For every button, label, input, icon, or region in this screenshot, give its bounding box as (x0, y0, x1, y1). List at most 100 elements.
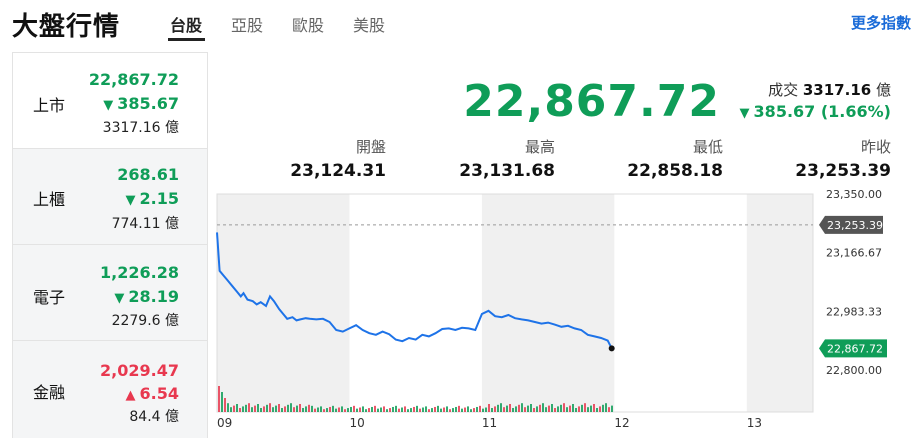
volume-bar (413, 406, 415, 412)
volume-bar (437, 405, 439, 412)
volume-bar (590, 405, 592, 412)
volume-bar (530, 404, 532, 412)
volume-bar (539, 404, 541, 412)
tab-us-stocks[interactable]: 美股 (353, 16, 386, 35)
volume-bar (485, 407, 487, 412)
volume-bar (599, 406, 601, 412)
volume-bar (608, 407, 610, 412)
volume-bar (389, 408, 391, 412)
volume-bar (353, 405, 355, 412)
x-tick-label: 09 (217, 416, 232, 430)
volume-bar (467, 406, 469, 412)
volume-bar (479, 405, 481, 412)
volume-bar (512, 408, 514, 412)
volume-bar (581, 404, 583, 412)
volume-bar (509, 404, 511, 412)
volume-bar (287, 404, 289, 412)
volume-bar (563, 403, 565, 412)
volume-bar (515, 406, 517, 412)
volume-bar (461, 408, 463, 412)
stat-high: 最高 23,131.68 (459, 136, 555, 181)
volume-bar (428, 409, 430, 412)
volume-bar (281, 408, 283, 412)
volume-bar (293, 407, 295, 412)
volume-bar (596, 408, 598, 412)
index-sidebar: 上市 22,867.72 ▼ 385.67 3317.16 億 上櫃 268.61… (12, 52, 208, 438)
volume-bar (305, 406, 307, 412)
x-tick-label: 11 (482, 416, 497, 430)
volume-bar (419, 408, 421, 412)
volume-bar (290, 403, 292, 412)
volume-bar (557, 406, 559, 412)
tab-asia-stocks[interactable]: 亞股 (231, 16, 264, 35)
volume-bar (470, 409, 472, 412)
volume-bar (551, 404, 553, 412)
stat-value: 23,253.39 (795, 161, 891, 181)
sidebar-item-price: 268.61 (117, 165, 179, 184)
tab-taiwan-stocks[interactable]: 台股 (170, 16, 203, 35)
sidebar-item-name: 上櫃 (33, 190, 66, 209)
tab-europe-stocks[interactable]: 歐股 (292, 16, 325, 35)
volume-bar (320, 406, 322, 412)
sidebar-item-otc[interactable]: 上櫃 268.61 ▼ 2.15 774.11 億 (13, 149, 207, 245)
volume-bar (482, 408, 484, 412)
volume-bar (602, 404, 604, 412)
volume-bar (242, 406, 244, 412)
stat-prev-close: 昨收 23,253.39 (795, 136, 891, 181)
volume-bar (497, 404, 499, 412)
chart-shaded-hour (217, 194, 350, 412)
volume-bar (332, 405, 334, 412)
volume-bar (449, 409, 451, 412)
volume-bar (374, 405, 376, 412)
volume-bar (392, 406, 394, 412)
volume-bar (236, 404, 238, 412)
x-tick-label: 10 (349, 416, 364, 430)
volume-bar (272, 407, 274, 412)
volume-bar (218, 386, 220, 412)
volume-bar (275, 405, 277, 412)
volume-bar (422, 407, 424, 412)
volume-bar (278, 404, 280, 412)
volume-bar (359, 407, 361, 412)
volume-bar (524, 407, 526, 412)
volume-bar (410, 408, 412, 412)
volume-bar (527, 405, 529, 412)
sidebar-item-listed[interactable]: 上市 22,867.72 ▼ 385.67 3317.16 億 (13, 53, 207, 149)
sidebar-item-name: 電子 (33, 288, 66, 307)
volume-bar (500, 403, 502, 412)
volume-bar (407, 409, 409, 412)
sidebar-item-price: 1,226.28 (100, 263, 179, 282)
volume-bar (341, 406, 343, 412)
volume-bar (518, 404, 520, 412)
sidebar-item-volume: 2279.6 億 (111, 313, 179, 329)
volume-bar (566, 407, 568, 412)
volume-bar (575, 408, 577, 412)
volume-bar (605, 403, 607, 412)
volume-bar (452, 408, 454, 412)
volume-bar (440, 408, 442, 412)
volume-bar (245, 404, 247, 412)
stat-label: 昨收 (860, 138, 891, 156)
sidebar-item-price: 2,029.47 (100, 361, 179, 380)
volume-bar (308, 404, 310, 412)
volume-bar (416, 405, 418, 412)
volume-bar (248, 403, 250, 412)
volume-bar (380, 407, 382, 412)
volume-bar (503, 407, 505, 412)
volume-bar (284, 406, 286, 412)
sidebar-item-name: 金融 (33, 383, 66, 402)
sidebar-item-electronics[interactable]: 電子 1,226.28 ▼ 28.19 2279.6 億 (13, 245, 207, 341)
sidebar-item-price: 22,867.72 (88, 70, 179, 89)
volume-bar (611, 405, 613, 412)
prev-close-tag-label: 23,253.39 (827, 219, 883, 232)
y-tick-label: 22,800.00 (826, 364, 882, 377)
volume-bar (227, 403, 229, 412)
volume-bar (233, 405, 235, 412)
sidebar-item-finance[interactable]: 金融 2,029.47 ▲ 6.54 84.4 億 (13, 341, 207, 438)
stat-value: 23,131.68 (459, 161, 555, 181)
volume-bar (350, 406, 352, 412)
more-indices-link[interactable]: 更多指數 (850, 14, 911, 32)
trade-volume: 成交 3317.16 億 (768, 79, 891, 100)
volume-bar (455, 406, 457, 412)
volume-bar (404, 406, 406, 412)
